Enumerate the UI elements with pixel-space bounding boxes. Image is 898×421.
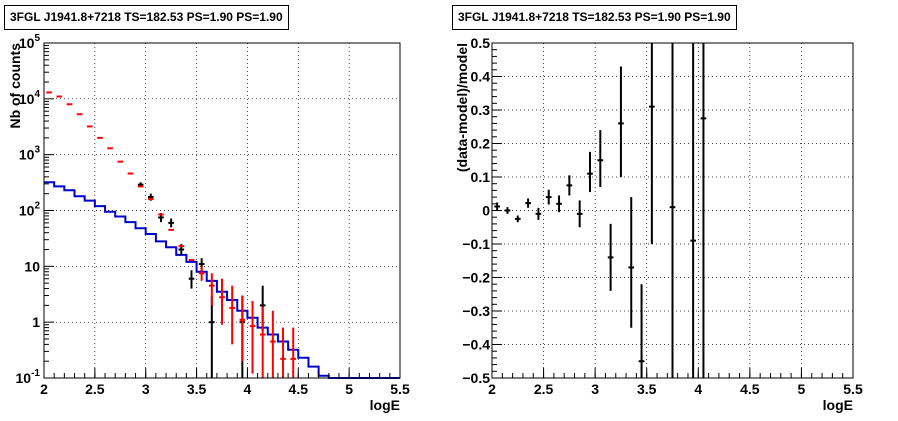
right-xtick-label: 2 (488, 381, 496, 397)
right-ytick-label: 0.2 (471, 136, 491, 152)
left-panel: 2 2.5 3 3.5 4 4.5 5 5.5 logE 10-1 1 10 102 103 104 105 N… (4, 5, 410, 413)
right-chart-title: 3FGL J1941.8+7218 TS=182.53 PS=1.90 PS=1… (452, 5, 737, 30)
right-ytick-label: 0.4 (471, 69, 491, 85)
left-xtick-label: 4 (244, 381, 252, 397)
right-ytick-label: 0.5 (471, 35, 491, 51)
left-frame (43, 42, 401, 379)
left-ytick-label: 1 (32, 314, 40, 330)
left-xtick-label: 5.5 (390, 381, 410, 397)
right-ytick-label: −0.3 (462, 303, 490, 319)
right-xtick-label: 3 (591, 381, 599, 397)
right-xtick-label: 4.5 (740, 381, 760, 397)
right-ytick-label: −0.4 (462, 337, 490, 353)
right-ytick-label: −0.1 (462, 236, 490, 252)
right-xtick-label: 3.5 (637, 381, 657, 397)
right-ytick-label: −0.2 (462, 270, 490, 286)
right-ytick-label: −0.5 (462, 370, 490, 386)
left-ytick-label: 10 (24, 258, 40, 274)
left-xtick-label: 4.5 (289, 381, 309, 397)
right-xtick-label: 2.5 (534, 381, 554, 397)
left-xtick-label: 2 (40, 381, 48, 397)
left-ytick-label: 103 (19, 145, 41, 163)
left-xtick-label: 3.5 (187, 381, 207, 397)
right-y-axis-title: (data-model)/model (454, 43, 470, 172)
right-ytick-label: 0.3 (471, 102, 491, 118)
left-ytick-label: 10-1 (16, 368, 41, 386)
right-ytick-label: 0 (482, 203, 490, 219)
right-xtick-label: 4 (694, 381, 702, 397)
left-xtick-label: 5 (345, 381, 353, 397)
left-ytick-label: 102 (19, 201, 41, 219)
left-y-axis-title: Nb of counts (7, 43, 23, 129)
right-xtick-label: 5 (798, 381, 806, 397)
right-x-axis-title: logE (823, 397, 853, 413)
right-ytick-label: 0.1 (471, 169, 491, 185)
left-chart-title: 3FGL J1941.8+7218 TS=182.53 PS=1.90 PS=1… (4, 5, 289, 30)
right-xtick-label: 5.5 (843, 381, 863, 397)
left-ytick-label: 104 (19, 89, 41, 107)
left-x-axis-title: logE (370, 397, 400, 413)
left-xtick-label: 2.5 (85, 381, 105, 397)
model-source-step-line (44, 181, 400, 379)
left-ytick-label: 105 (19, 33, 41, 51)
right-panel: 2 2.5 3 3.5 4 4.5 5 5.5 logE −0.5 −0.4 −0.3 −0.2 −0.1… (449, 0, 898, 421)
left-xtick-label: 3 (142, 381, 150, 397)
